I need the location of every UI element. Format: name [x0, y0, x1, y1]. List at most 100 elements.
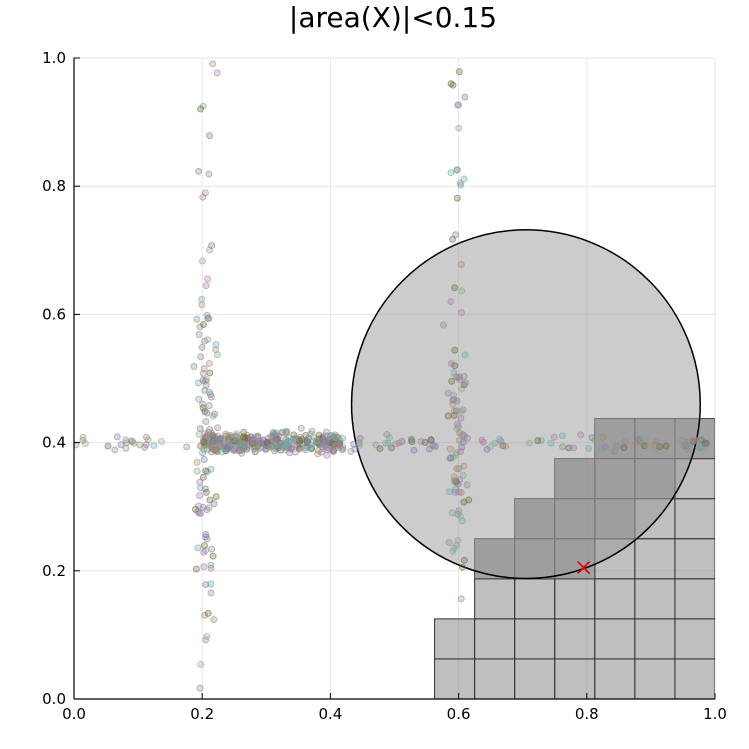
box-cell: [594, 578, 636, 620]
scatter-point: [679, 436, 687, 444]
scatter-point: [206, 439, 214, 447]
box-cell: [674, 498, 715, 540]
scatter-point: [204, 609, 212, 617]
scatter-point: [113, 433, 121, 441]
scatter-point: [195, 167, 203, 175]
scatter-point: [209, 412, 217, 420]
scatter-point: [453, 166, 461, 174]
box-cell: [594, 658, 636, 699]
box-cell: [514, 618, 556, 660]
scatter-point: [338, 445, 346, 453]
scatter-point: [204, 275, 212, 283]
box-cell: [434, 618, 476, 660]
scatter-point: [296, 444, 304, 452]
box-cell: [674, 538, 715, 580]
scatter-point: [558, 432, 566, 440]
scatter-point: [701, 439, 709, 447]
box-cell: [594, 618, 636, 660]
box-cell: [674, 658, 715, 699]
scatter-point: [303, 442, 311, 450]
scatter-point: [205, 428, 213, 436]
scatter-point: [223, 444, 231, 452]
box-cell: [474, 658, 516, 699]
scatter-point: [230, 446, 238, 454]
box-cell: [474, 578, 516, 620]
box-cell: [674, 618, 715, 660]
scatter-point: [321, 442, 329, 450]
x-tick-label: 1.0: [703, 705, 727, 723]
scatter-point: [241, 443, 249, 451]
scatter-point: [207, 589, 215, 597]
scatter-point: [111, 446, 119, 454]
scatter-point: [314, 450, 322, 458]
scatter-point: [212, 493, 220, 501]
scatter-point: [199, 400, 207, 408]
scatter-point: [272, 441, 280, 449]
box-cell: [434, 658, 476, 699]
scatter-point: [525, 439, 533, 447]
y-tick-labels: 0.0 0.2 0.4 0.6 0.8 1.0: [42, 49, 80, 708]
scatter-point: [451, 488, 459, 496]
box-cell: [554, 578, 596, 620]
scatter-point: [332, 442, 340, 450]
y-tick-label: 0.6: [42, 305, 66, 323]
scatter-point: [457, 309, 465, 317]
scatter-point: [446, 445, 454, 453]
scatter-point: [202, 531, 210, 539]
scatter-point: [550, 433, 558, 441]
scatter-point: [214, 424, 222, 432]
region-circle: [350, 229, 702, 580]
scatter-point: [209, 552, 217, 560]
scatter-point: [207, 561, 215, 569]
scatter-point: [195, 331, 203, 339]
scatter-point: [200, 563, 208, 571]
scatter-point: [209, 60, 217, 68]
box-cell: [554, 658, 596, 699]
scatter-point: [209, 444, 217, 452]
scatter-point: [74, 441, 80, 449]
scatter-point: [620, 444, 628, 452]
scatter-point: [199, 369, 207, 377]
scatter-point: [447, 454, 455, 462]
scatter-point: [190, 362, 198, 370]
scatter-point: [447, 80, 455, 88]
scatter-point: [547, 439, 555, 447]
scatter-point: [142, 441, 150, 449]
scatter-point: [534, 437, 542, 445]
scatter-point: [683, 440, 691, 448]
scatter-point: [421, 438, 429, 446]
scatter-point: [198, 295, 206, 303]
scatter-point: [202, 467, 210, 475]
scatter-point: [239, 433, 247, 441]
scatter-point: [193, 315, 201, 323]
scatter-point: [196, 323, 204, 331]
scatter-point: [577, 431, 585, 439]
x-tick-label: 0.4: [318, 705, 342, 723]
scatter-point: [203, 632, 211, 640]
scatter-point: [692, 436, 700, 444]
scatter-point: [199, 473, 207, 481]
scatter-point: [197, 353, 205, 361]
scatter-point: [410, 446, 418, 454]
scatter-point: [206, 496, 214, 504]
scatter-point: [558, 443, 566, 451]
scatter-point: [450, 473, 458, 481]
scatter-point: [307, 430, 315, 438]
scatter-point: [331, 432, 339, 440]
scatter-point: [204, 336, 212, 344]
x-tick-label: 0.0: [62, 705, 86, 723]
scatter-point: [207, 580, 215, 588]
scatter-point: [453, 420, 461, 428]
scatter-point: [449, 235, 457, 243]
scatter-point: [460, 498, 468, 506]
scatter-point: [283, 428, 291, 436]
scatter-point: [450, 369, 458, 377]
scatter-point: [79, 433, 87, 441]
scatter-point: [195, 395, 203, 403]
scatter-point: [502, 442, 510, 450]
scatter-point: [460, 556, 468, 564]
scatter-point: [427, 436, 435, 444]
scatter-point: [696, 444, 704, 452]
scatter-point: [457, 414, 465, 422]
